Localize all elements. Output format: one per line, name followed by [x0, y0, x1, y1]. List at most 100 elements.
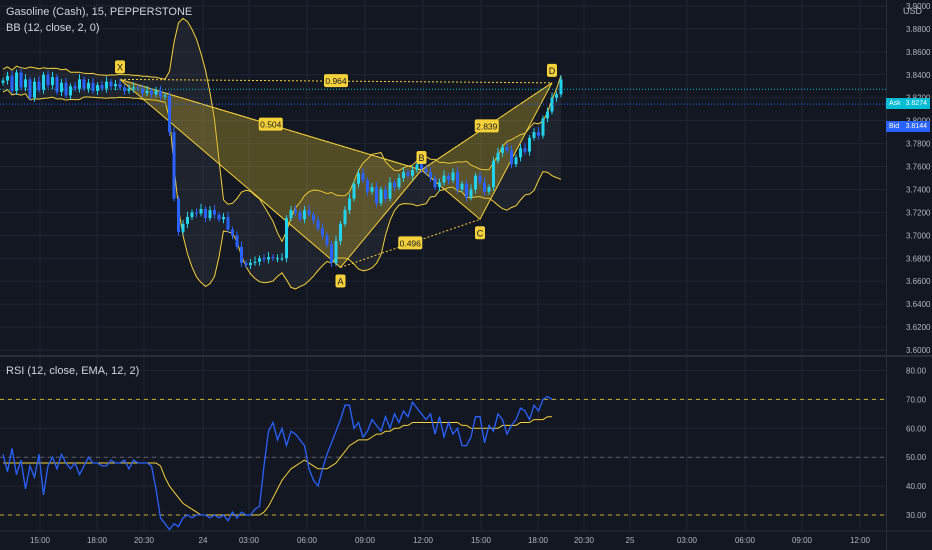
- candle-body: [460, 183, 464, 190]
- pattern-point-tag: [475, 226, 485, 240]
- candle-body: [442, 175, 446, 183]
- candle-body: [343, 210, 347, 224]
- candle-body: [109, 81, 113, 87]
- candle-body: [213, 210, 216, 215]
- time-axis-tick: 03:00: [677, 536, 698, 545]
- price-axis-tick: 3.9000: [906, 2, 931, 11]
- bid-price: 3.8144: [905, 123, 927, 130]
- price-axis-tick: 3.8600: [906, 48, 931, 57]
- candle-body: [307, 210, 311, 215]
- candle-body: [519, 148, 522, 158]
- bb-legend[interactable]: BB (12, close, 2, 0): [6, 22, 100, 34]
- price-axis-tick: 3.8400: [906, 71, 931, 80]
- rsi-axis-tick: 80.00: [906, 367, 927, 376]
- candle-body: [415, 164, 419, 170]
- candle-body: [240, 246, 243, 263]
- candle-body: [469, 189, 473, 198]
- rsi-legend[interactable]: RSI (12, close, EMA, 12, 2): [6, 365, 140, 377]
- candle-body: [474, 175, 477, 190]
- price-axis-tick: 3.6800: [906, 254, 931, 263]
- candle-body: [105, 81, 108, 89]
- candle-body: [276, 258, 279, 260]
- candle-body: [123, 87, 126, 91]
- candle-body: [168, 95, 171, 133]
- candle-body: [384, 189, 387, 199]
- pattern-point-A: A: [337, 276, 343, 286]
- candle-body: [37, 81, 41, 90]
- rsi-axis-tick: 70.00: [906, 395, 927, 404]
- candle-body: [501, 147, 504, 153]
- candle-body: [231, 229, 234, 236]
- rsi-axis-tick: 30.00: [906, 511, 927, 520]
- pattern-ratio-tag: [398, 236, 423, 250]
- candle-body: [361, 173, 365, 181]
- time-axis-tick: 25: [626, 536, 635, 545]
- candle-body: [487, 187, 491, 192]
- time-axis-tick: 18:00: [528, 536, 549, 545]
- candle-body: [87, 82, 90, 89]
- candle-body: [172, 132, 176, 199]
- candle-body: [6, 75, 9, 81]
- pattern-ratio-label: 2.839: [476, 121, 498, 131]
- candle-body: [195, 212, 198, 214]
- candle-body: [244, 262, 248, 266]
- candle-body: [60, 82, 63, 92]
- candle-body: [456, 172, 459, 190]
- candle-body: [298, 212, 302, 220]
- candle-body: [114, 83, 117, 87]
- bid-badge: Bid 3.8144: [886, 121, 930, 132]
- price-axis-tick: 3.7800: [906, 140, 931, 149]
- candle-body: [154, 90, 158, 95]
- candle-body: [96, 85, 99, 91]
- symbol-legend[interactable]: Gasoline (Cash), 15, PEPPERSTONE: [6, 6, 193, 18]
- bid-label: Bid: [889, 123, 900, 130]
- rsi-axis-tick: 40.00: [906, 482, 927, 491]
- price-axis-tick: 3.6200: [906, 323, 931, 332]
- candle-body: [541, 118, 545, 136]
- time-axis-tick: 20:30: [134, 536, 155, 545]
- candle-body: [208, 210, 212, 219]
- candle-body: [433, 178, 437, 188]
- candle-body: [370, 187, 374, 192]
- candle-body: [69, 86, 72, 96]
- candle-body: [199, 208, 203, 214]
- candle-body: [258, 258, 261, 262]
- candle-body: [402, 172, 405, 178]
- candle-body: [528, 137, 531, 152]
- candle-body: [483, 182, 486, 192]
- time-axis-tick: 12:00: [850, 536, 871, 545]
- candle-body: [217, 214, 221, 220]
- candle-body: [438, 182, 441, 188]
- price-axis-tick: 3.8800: [906, 25, 931, 34]
- candle-body: [186, 216, 189, 224]
- pattern-ratio-tag: [474, 119, 499, 133]
- candle-body: [1, 80, 5, 83]
- candle-body: [294, 210, 297, 213]
- candle-body: [303, 210, 306, 220]
- candle-body: [352, 183, 356, 199]
- pattern-point-C: C: [477, 228, 484, 238]
- candle-body: [46, 74, 50, 86]
- candle-body: [510, 150, 513, 165]
- candle-body: [546, 111, 549, 119]
- candle-body: [492, 160, 495, 188]
- pattern-point-B: B: [418, 153, 424, 163]
- candle-body: [159, 90, 162, 97]
- pattern-ratio-label: 0.964: [325, 76, 347, 86]
- candle-body: [51, 77, 54, 86]
- candle-body: [78, 79, 81, 89]
- time-axis-tick: 20:30: [574, 536, 595, 545]
- candle-body: [339, 223, 342, 242]
- candle-body: [177, 198, 180, 232]
- candle-body: [141, 88, 144, 94]
- time-axis-tick: 09:00: [355, 536, 376, 545]
- price-axis-tick: 3.7000: [906, 231, 931, 240]
- candle-body: [15, 72, 18, 91]
- candle-body: [393, 182, 396, 188]
- candle-body: [321, 228, 324, 236]
- pattern-ratio-tag: [324, 74, 348, 88]
- price-axis-tick: 3.7600: [906, 163, 931, 172]
- candle-body: [132, 87, 135, 89]
- candle-body: [10, 75, 14, 91]
